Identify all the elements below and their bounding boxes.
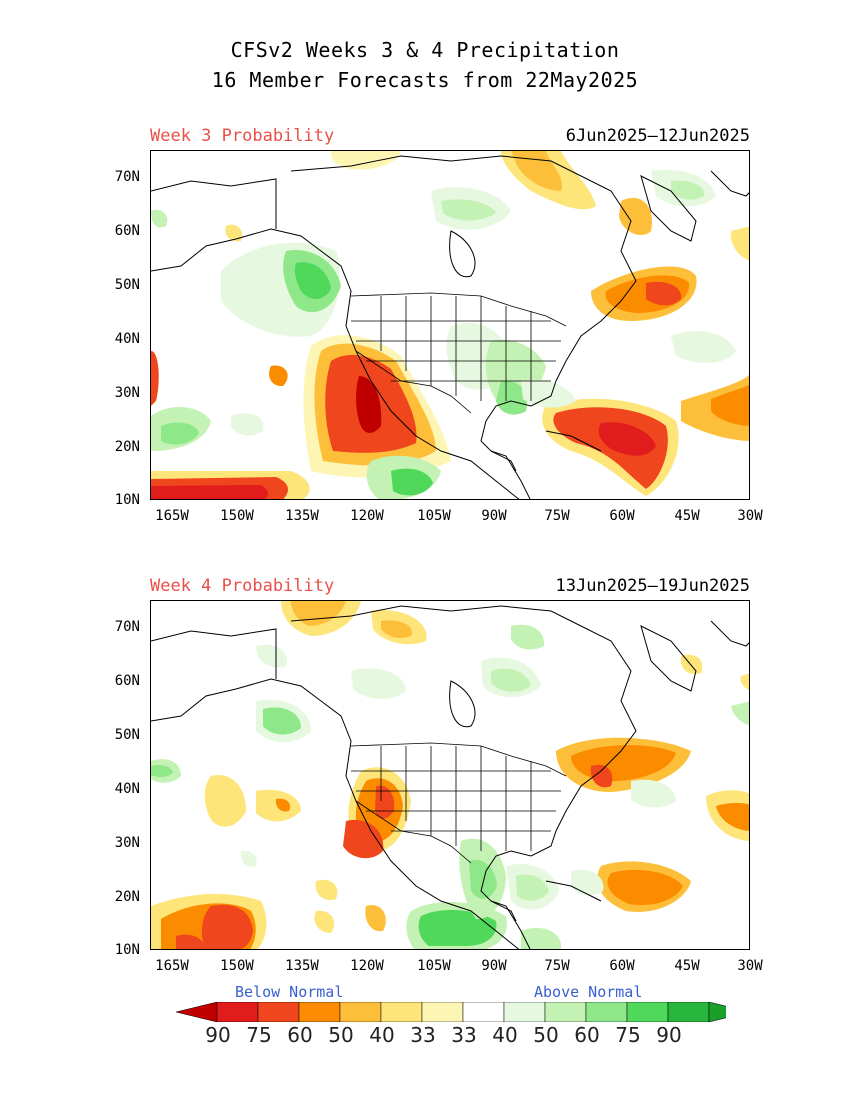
colorbar-cell (667, 1002, 710, 1022)
lat-label-70n: 70N (114, 169, 140, 185)
colorbar (176, 1002, 726, 1022)
lon-label-165w: 165W (155, 958, 189, 974)
lon-label-120w: 120W (350, 508, 384, 524)
colorbar-cell (380, 1002, 423, 1022)
colorbar-value: 40 (369, 1023, 395, 1047)
colorbar-value: 75 (246, 1023, 272, 1047)
lat-label-40n: 40N (114, 331, 140, 347)
colorbar-value: 50 (328, 1023, 354, 1047)
colorbar-cap-above (708, 1002, 726, 1022)
lon-label-135w: 135W (285, 958, 319, 974)
lat-label-20n: 20N (114, 889, 140, 905)
colorbar-cell (421, 1002, 464, 1022)
week4-dates: 13Jun2025—19Jun2025 (555, 576, 750, 596)
week4-label: Week 4 Probability (150, 576, 335, 596)
colorbar-value: 33 (451, 1023, 477, 1047)
lon-label-150w: 150W (220, 958, 254, 974)
colorbar-cell (339, 1002, 382, 1022)
colorbar-value: 90 (656, 1023, 682, 1047)
colorbar-cap-below (176, 1002, 218, 1022)
week4-borders (350, 742, 567, 864)
colorbar-value: 90 (205, 1023, 231, 1047)
lon-label-120w: 120W (350, 958, 384, 974)
lon-label-45w: 45W (674, 958, 700, 974)
colorbar-cells (176, 1002, 726, 1022)
week3-dates: 6Jun2025—12Jun2025 (565, 126, 750, 146)
colorbar-cell (257, 1002, 300, 1022)
week3-coastlines (151, 155, 749, 499)
lat-label-60n: 60N (114, 223, 140, 239)
week4-above-normal-areas (151, 624, 749, 949)
lat-label-60n: 60N (114, 673, 140, 689)
legend-below-normal: Below Normal (235, 983, 344, 1001)
colorbar-value: 40 (492, 1023, 518, 1047)
week4-coastlines (151, 605, 749, 949)
colorbar-cell (503, 1002, 546, 1022)
colorbar-cell (462, 1002, 505, 1022)
colorbar-cell (585, 1002, 628, 1022)
legend-above-normal: Above Normal (534, 983, 643, 1001)
colorbar-cell (298, 1002, 341, 1022)
week3-above-normal-areas (151, 169, 736, 499)
colorbar-cell (216, 1002, 259, 1022)
colorbar-value: 50 (533, 1023, 559, 1047)
week3-map (150, 150, 750, 500)
colorbar-value: 75 (615, 1023, 641, 1047)
week4-map (150, 600, 750, 950)
lat-label-50n: 50N (114, 727, 140, 743)
lon-label-105w: 105W (417, 508, 451, 524)
title-line-2: 16 Member Forecasts from 22May2025 (211, 68, 639, 92)
colorbar-value: 60 (287, 1023, 313, 1047)
lat-label-40n: 40N (114, 781, 140, 797)
week4-map-svg (151, 601, 749, 949)
lon-label-30w: 30W (737, 958, 763, 974)
lon-label-45w: 45W (674, 508, 700, 524)
lon-label-75w: 75W (544, 508, 570, 524)
lon-label-90w: 90W (481, 508, 507, 524)
lat-label-70n: 70N (114, 619, 140, 635)
lat-label-30n: 30N (114, 835, 140, 851)
lon-label-30w: 30W (737, 508, 763, 524)
week3-borders (350, 292, 567, 414)
lon-label-105w: 105W (417, 958, 451, 974)
week3-label: Week 3 Probability (150, 126, 335, 146)
title-line-1: CFSv2 Weeks 3 & 4 Precipitation (230, 38, 620, 62)
colorbar-cell (626, 1002, 669, 1022)
lat-label-20n: 20N (114, 439, 140, 455)
week3-map-svg (151, 151, 749, 499)
colorbar-cell (544, 1002, 587, 1022)
colorbar-value: 60 (574, 1023, 600, 1047)
lat-label-30n: 30N (114, 385, 140, 401)
colorbar-value: 33 (410, 1023, 436, 1047)
lat-label-10n: 10N (114, 492, 140, 508)
lon-label-135w: 135W (285, 508, 319, 524)
lon-label-60w: 60W (609, 958, 635, 974)
lon-label-75w: 75W (544, 958, 570, 974)
lat-label-10n: 10N (114, 942, 140, 958)
lat-label-50n: 50N (114, 277, 140, 293)
lon-label-150w: 150W (220, 508, 254, 524)
week4-below-normal-areas (151, 601, 749, 949)
lon-label-90w: 90W (481, 958, 507, 974)
lon-label-60w: 60W (609, 508, 635, 524)
lon-label-165w: 165W (155, 508, 189, 524)
